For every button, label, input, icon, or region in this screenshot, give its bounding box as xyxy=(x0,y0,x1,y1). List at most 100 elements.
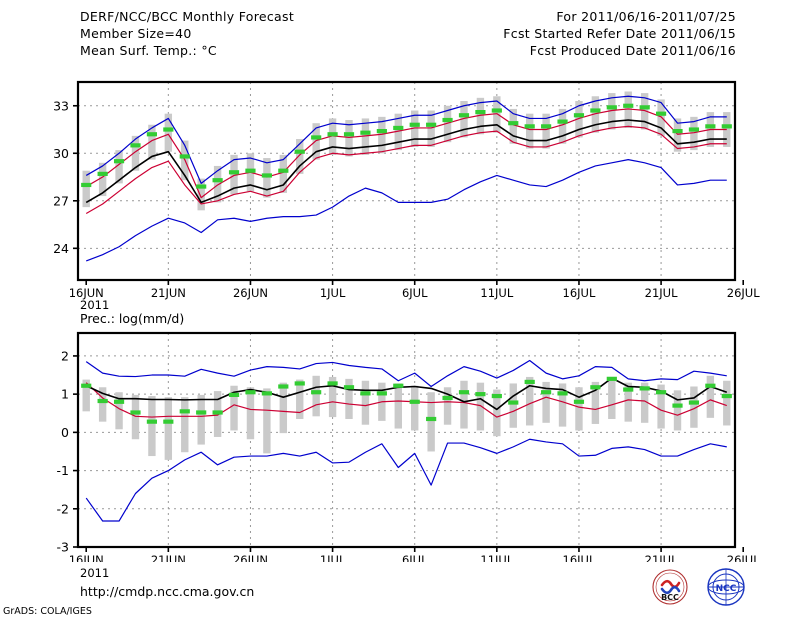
ensemble-spread-bar xyxy=(164,397,173,460)
ensemble-spread-bar xyxy=(230,154,238,195)
ensemble-spread-bar xyxy=(312,375,320,417)
ensemble-spread-bar xyxy=(296,139,304,174)
ensemble-spread-bar xyxy=(640,382,649,423)
x-tick-label: 26JUN xyxy=(233,286,268,300)
member-size-label: Member Size=40 xyxy=(80,26,192,41)
y-tick-label: 0 xyxy=(61,425,69,440)
ensemble-spread-bar xyxy=(509,108,517,144)
ensemble-spread-bar xyxy=(345,378,353,419)
ensemble-spread-bar xyxy=(361,118,370,155)
precipitation-axis-label: Prec.: log(mm/d) xyxy=(80,311,185,326)
forecast-produced-date-label: Fcst Produced Date 2011/06/16 xyxy=(529,43,736,58)
ensemble-spread-bar xyxy=(279,154,288,193)
ensemble-spread-bar xyxy=(131,135,140,171)
ensemble-spread-bar xyxy=(673,390,682,431)
ensemble-spread-bar xyxy=(230,385,238,431)
ensemble-spread-bar xyxy=(640,93,649,130)
plot-frame xyxy=(76,331,737,549)
ensemble-spread-bar xyxy=(591,381,600,424)
ensemble-spread-bar xyxy=(115,150,123,184)
ensemble-spread-bar xyxy=(197,394,205,445)
source-url[interactable]: http://cmdp.ncc.cma.gov.cn xyxy=(80,584,255,599)
ensemble-spread-bar xyxy=(575,101,583,138)
x-tick-label: 11JUL xyxy=(480,286,513,300)
ncc-logo-icon: NCC xyxy=(707,568,745,606)
ensemble-spread-bar xyxy=(558,108,567,144)
ensemble-spread-bar xyxy=(476,382,485,431)
ensemble-spread-bar xyxy=(624,382,632,422)
ensemble-spread-bar xyxy=(608,376,616,419)
x-tick-label: 21JUN xyxy=(151,553,186,562)
ensemble-spread-bar xyxy=(542,113,550,149)
x-tick-label: 11JUL xyxy=(480,553,513,562)
ensemble-spread-bar xyxy=(690,386,698,428)
plot-frame xyxy=(76,80,737,282)
ensemble-spread-bar xyxy=(263,388,271,454)
ensemble-spread-bar xyxy=(361,380,370,425)
series-max xyxy=(85,95,727,184)
grads-credit: GrADS: COLA/IGES xyxy=(3,606,92,617)
ensemble-spread-bar xyxy=(394,383,402,429)
bcc-logo-icon: BCC xyxy=(652,569,688,605)
ncc-logo-text: NCC xyxy=(716,584,737,594)
ensemble-spread-bar xyxy=(263,158,271,198)
plot-background xyxy=(78,333,735,547)
ensemble-spread-bar xyxy=(98,387,107,422)
ensemble-spread-bar xyxy=(575,387,583,431)
ensemble-spread-bar xyxy=(476,97,485,135)
ensemble-spread-bar xyxy=(525,376,534,426)
ensemble-spread-bar xyxy=(624,91,632,128)
ensemble-spread-bar xyxy=(493,389,501,437)
x-tick-label: 1JUL xyxy=(320,286,346,300)
series-upper-quartile xyxy=(85,108,727,199)
ensemble-spread-bar xyxy=(345,120,353,157)
ensemble-spread-bar xyxy=(493,96,501,133)
ensemble-spread-bar xyxy=(115,392,123,430)
series-lower-quartile xyxy=(85,125,727,214)
forecast-refer-date-label: Fcst Started Refer Date 2011/06/15 xyxy=(503,26,736,41)
series-min xyxy=(85,159,727,262)
y-tick-label: 2 xyxy=(61,348,69,363)
ensemble-spread-bar xyxy=(164,113,173,152)
ensemble-spread-bar xyxy=(443,105,452,143)
x-tick-label: 16JUN xyxy=(69,286,104,300)
ensemble-spread-bar xyxy=(82,170,90,208)
ensemble-spread-bar xyxy=(525,113,534,149)
ensemble-spread-bar xyxy=(706,375,715,418)
ensemble-spread-bar xyxy=(542,381,550,423)
ensemble-spread-bar xyxy=(460,380,468,429)
x-tick-label: 21JUL xyxy=(645,286,678,300)
y-tick-label: -2 xyxy=(57,501,69,516)
x-tick-label: 26JUN xyxy=(233,553,268,562)
x-tick-label: 21JUN xyxy=(151,286,186,300)
ensemble-spread-bar xyxy=(378,116,386,154)
ensemble-spread-bar xyxy=(443,387,452,425)
ensemble-spread-bar xyxy=(411,385,419,431)
ensemble-spread-bar xyxy=(98,162,107,197)
variable-label: Mean Surf. Temp.: °C xyxy=(80,43,217,58)
top-axis-year-label: 2011 xyxy=(80,298,110,312)
ensemble-spread-bar xyxy=(213,165,222,203)
ensemble-spread-bar xyxy=(591,96,600,133)
ensemble-spread-bar xyxy=(197,178,205,211)
y-tick-label: 27 xyxy=(53,193,69,208)
logos-svg: BCC NCC xyxy=(652,568,745,606)
y-tick-label: 30 xyxy=(53,146,69,161)
ensemble-spread-bar xyxy=(148,124,156,160)
plot-background xyxy=(78,82,735,280)
ensemble-spread-bar xyxy=(181,397,189,453)
y-tick-label: -3 xyxy=(57,540,69,555)
ensemble-spread-bar xyxy=(657,384,665,429)
x-tick-label: 21JUL xyxy=(645,553,678,562)
series-max xyxy=(85,359,727,388)
logo-group: BCC NCC xyxy=(648,568,758,608)
ensemble-spread-bar xyxy=(690,116,698,151)
x-tick-label: 26JUL xyxy=(727,553,760,562)
y-tick-label: 1 xyxy=(61,387,69,402)
ensemble-spread-bar xyxy=(411,110,419,147)
bottom-axis-year-label: 2011 xyxy=(80,566,110,580)
y-tick-label: 33 xyxy=(53,98,69,113)
ensemble-spread-bar xyxy=(427,392,435,452)
ensemble-spread-bar xyxy=(246,387,255,440)
